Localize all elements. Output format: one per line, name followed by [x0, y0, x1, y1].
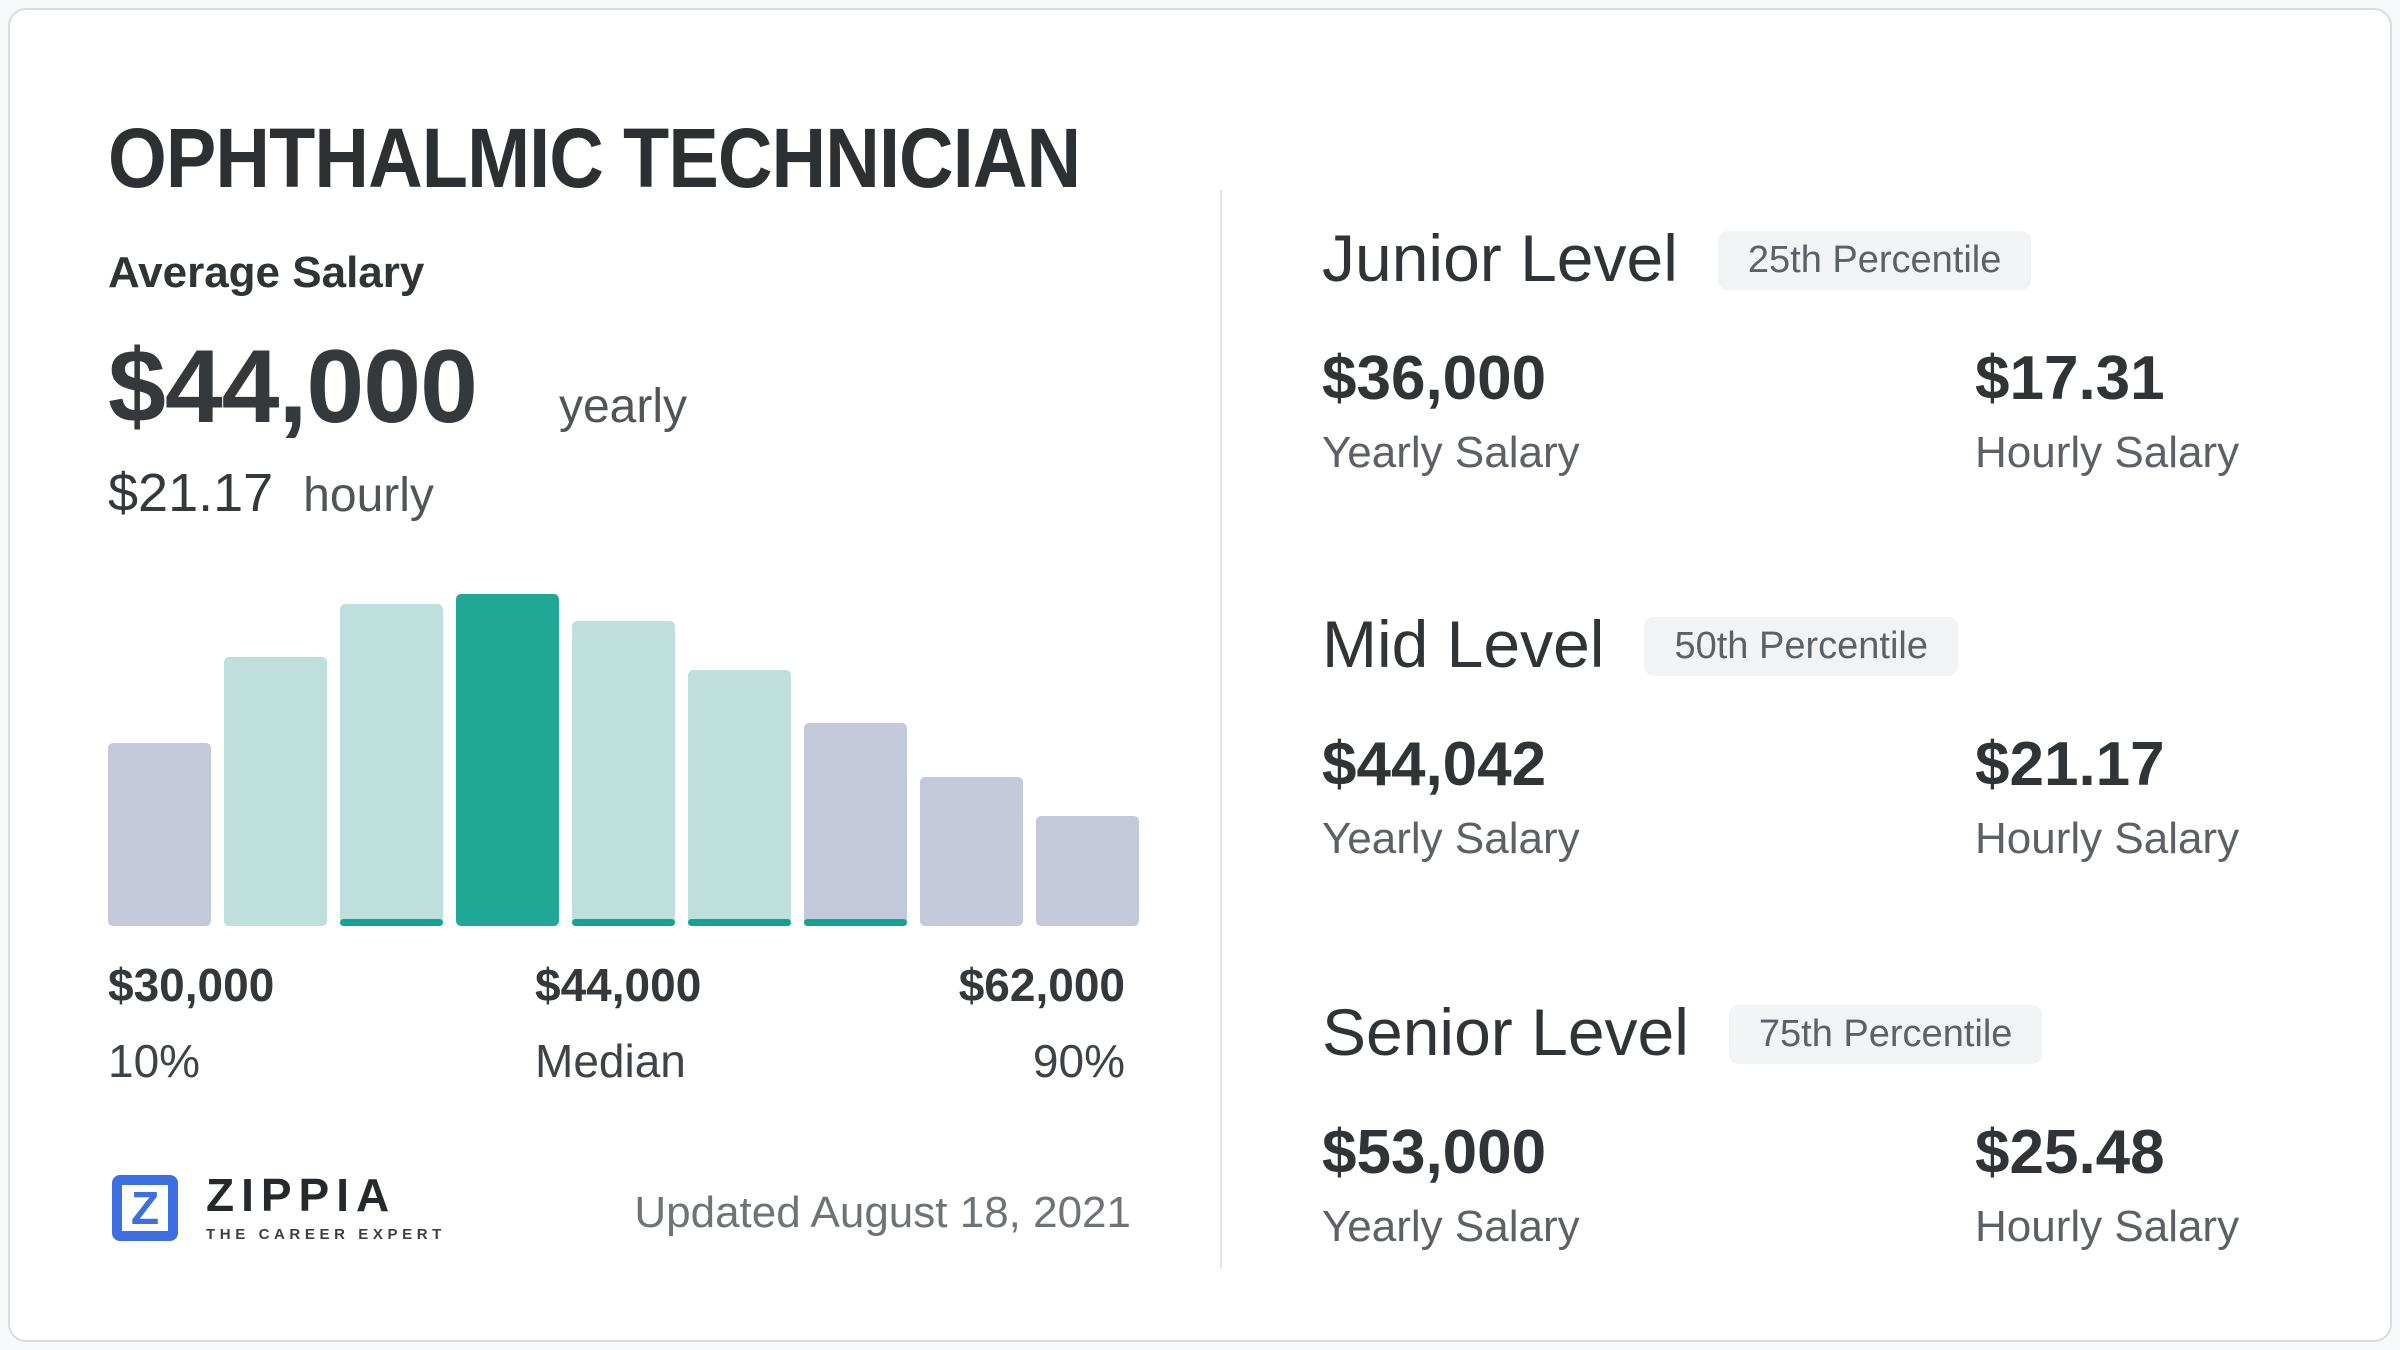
average-yearly-value: $44,000: [108, 329, 478, 445]
level-section-mid: Mid Level 50th Percentile $44,042 Yearly…: [1322, 608, 2282, 864]
histogram-bar: [920, 777, 1023, 926]
yearly-value: $36,000: [1322, 343, 1547, 413]
level-header: Senior Level 75th Percentile: [1322, 996, 2282, 1069]
zippia-logo-text: ZIPPIA THE CAREER EXPERT: [206, 1172, 446, 1243]
percentile-tick: [688, 919, 791, 926]
brand-name: ZIPPIA: [206, 1169, 397, 1221]
yearly-column: $36,000 Yearly Salary: [1322, 343, 1975, 478]
yearly-column: $53,000 Yearly Salary: [1322, 1117, 1975, 1252]
average-hourly-value: $21.17: [108, 463, 274, 523]
level-values: $36,000 Yearly Salary $17.31 Hourly Sala…: [1322, 343, 2282, 478]
level-name: Junior Level: [1322, 221, 1678, 295]
vertical-divider: [1220, 190, 1222, 1268]
chart-markers: $30,000 10% $44,000 Median $62,000 90%: [108, 958, 1131, 1088]
percentile-tick: [804, 919, 907, 926]
hourly-label: Hourly Salary: [1975, 813, 2240, 863]
histogram-bar: [804, 723, 907, 926]
level-section-junior: Junior Level 25th Percentile $36,000 Yea…: [1322, 222, 2282, 478]
percentile-tick: [340, 919, 443, 926]
level-header: Mid Level 50th Percentile: [1322, 608, 2282, 681]
histogram-bar: [108, 743, 211, 926]
hourly-value: $25.48: [1975, 1117, 2165, 1187]
average-yearly-unit: yearly: [558, 380, 687, 433]
level-section-senior: Senior Level 75th Percentile $53,000 Yea…: [1322, 996, 2282, 1252]
yearly-value: $44,042: [1322, 729, 1547, 799]
histogram: [108, 586, 1139, 926]
hourly-value: $21.17: [1975, 729, 2165, 799]
yearly-label: Yearly Salary: [1322, 1201, 1580, 1251]
histogram-bar: [224, 657, 327, 926]
yearly-column: $44,042 Yearly Salary: [1322, 729, 1975, 864]
marker-label: 10%: [108, 1035, 201, 1087]
hourly-column: $17.31 Hourly Salary: [1975, 343, 2239, 478]
salary-infographic-card: OPHTHALMIC TECHNICIAN Average Salary $44…: [8, 8, 2392, 1342]
level-name: Mid Level: [1322, 607, 1605, 681]
marker-value: $62,000: [958, 959, 1125, 1011]
histogram-bar: [1036, 816, 1139, 926]
marker-label: 90%: [1032, 1035, 1125, 1087]
histogram-bar: [456, 594, 559, 926]
brand-tagline: THE CAREER EXPERT: [206, 1226, 446, 1243]
hourly-label: Hourly Salary: [1975, 427, 2240, 477]
yearly-label: Yearly Salary: [1322, 813, 1580, 863]
average-salary-heading: Average Salary: [108, 248, 425, 297]
percentile-badge: 50th Percentile: [1644, 616, 1958, 676]
histogram-bar: [340, 604, 443, 926]
logo-letter: Z: [130, 1181, 160, 1234]
percentile-tick: [572, 919, 675, 926]
average-yearly-salary: $44,000 yearly: [108, 328, 687, 447]
hourly-label: Hourly Salary: [1975, 1201, 2240, 1251]
average-hourly-unit: hourly: [303, 469, 434, 522]
histogram-bar: [688, 670, 791, 926]
zippia-brand: Z ZIPPIA THE CAREER EXPERT: [112, 1172, 446, 1243]
hourly-column: $25.48 Hourly Salary: [1975, 1117, 2239, 1252]
hourly-value: $17.31: [1975, 343, 2165, 413]
level-values: $53,000 Yearly Salary $25.48 Hourly Sala…: [1322, 1117, 2282, 1252]
percentile-badge: 75th Percentile: [1728, 1004, 2043, 1064]
average-hourly-salary: $21.17 hourly: [108, 462, 434, 524]
marker-90th-percentile: $62,000 90%: [959, 958, 1125, 1088]
marker-label: Median: [535, 1035, 686, 1087]
level-header: Junior Level 25th Percentile: [1322, 222, 2282, 295]
marker-value: $44,000: [535, 959, 702, 1011]
page-title: OPHTHALMIC TECHNICIAN: [108, 111, 1081, 205]
percentile-badge: 25th Percentile: [1717, 230, 2032, 290]
marker-10th-percentile: $30,000 10%: [108, 958, 274, 1088]
yearly-value: $53,000: [1322, 1117, 1547, 1187]
marker-median: $44,000 Median: [535, 958, 701, 1088]
marker-value: $30,000: [108, 959, 275, 1011]
updated-date: Updated August 18, 2021: [634, 1188, 1131, 1237]
yearly-label: Yearly Salary: [1322, 427, 1580, 477]
level-name: Senior Level: [1322, 995, 1689, 1069]
histogram-bar: [572, 621, 675, 926]
hourly-column: $21.17 Hourly Salary: [1975, 729, 2239, 864]
zippia-logo-icon: Z: [112, 1174, 178, 1241]
level-values: $44,042 Yearly Salary $21.17 Hourly Sala…: [1322, 729, 2282, 864]
